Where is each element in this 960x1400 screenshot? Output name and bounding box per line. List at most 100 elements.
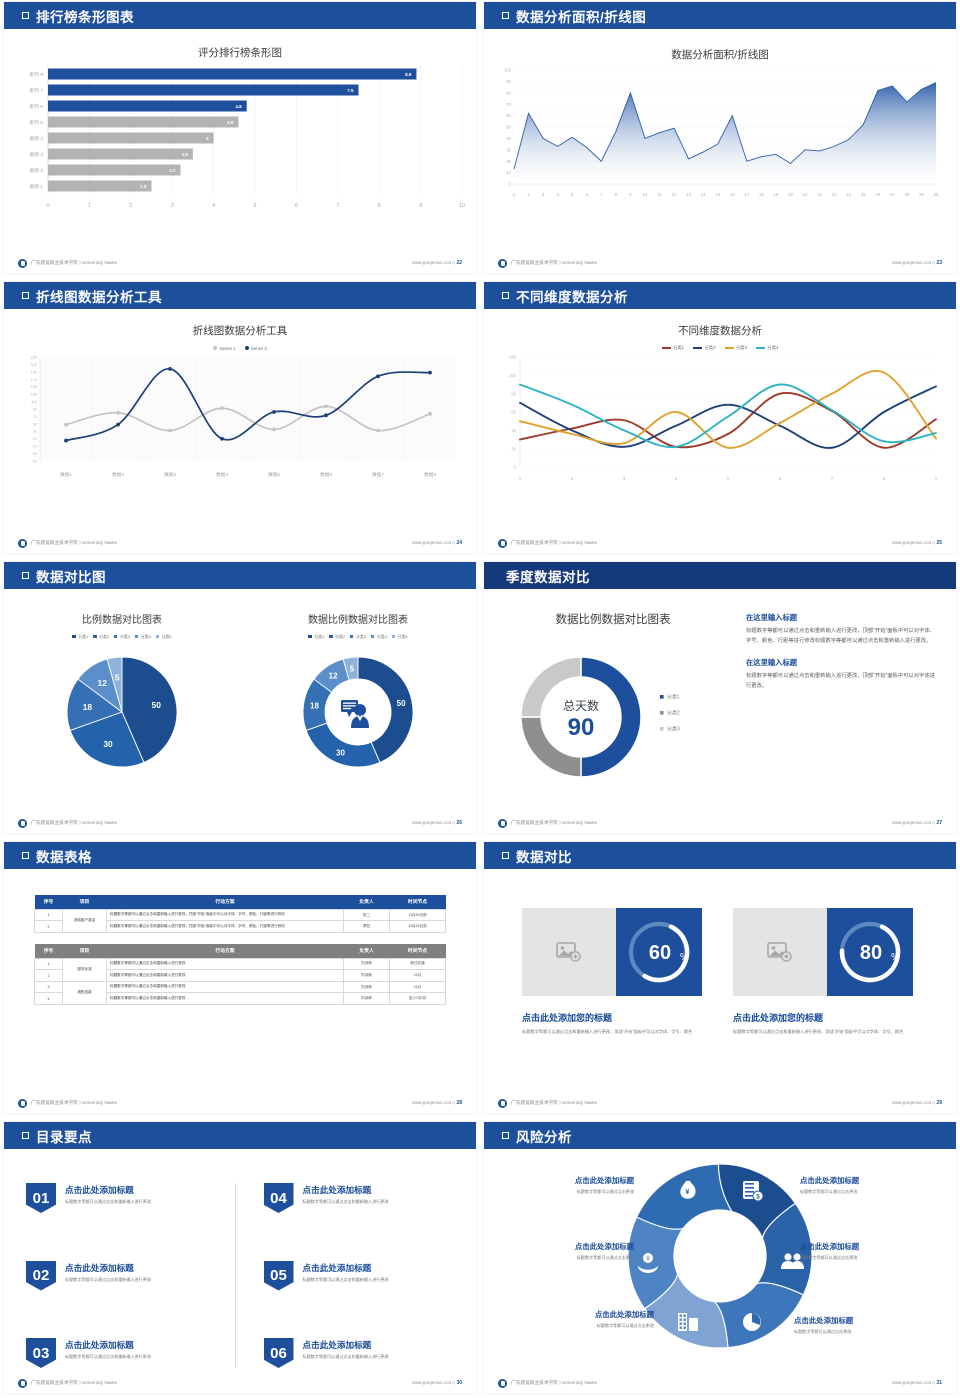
school-logo-icon: [498, 818, 507, 828]
slide-30[interactable]: 目录要点 01 点击此处添加标题 标题数字等都可以通过点击和重新输入进行更改 02 点击…: [0, 1120, 480, 1400]
catalog-item[interactable]: 01 点击此处添加标题 标题数字等都可以通过点击和重新输入进行更改: [26, 1183, 217, 1213]
catalog-item[interactable]: 05 点击此处添加标题 标题数字等都可以通过点击和重新输入进行更改: [263, 1260, 455, 1291]
table-row[interactable]: 4 标题数字等都可以通过点击和重新输入进行更改 内训师 至少1次/月: [34, 992, 446, 1005]
section-body: 标题数字等都可以通过点击和重新输入进行更改，顶部“开始”面板中可以对字体、字号、…: [746, 628, 935, 645]
percent-ring: 60 %: [616, 908, 702, 996]
slide-23[interactable]: 数据分析面积/折线图 数据分析面积/折线图 0 10 20 30 40 50 60 70 80 9…: [480, 0, 960, 280]
slide-footer: 广东建设职业技术学院 | University Name www.pptgeni…: [484, 816, 956, 830]
page-number: 29: [936, 1100, 942, 1106]
slide-22[interactable]: 排行榜条形图表 评分排行榜条形图 8.9 7.5 4.8 4.6 4 3.5 3.2 2.5 …: [0, 0, 480, 280]
slide-body: 评分排行榜条形图 8.9 7.5 4.8 4.6 4 3.5 3.2 2.5 系列 8 系列 7…: [4, 29, 476, 274]
slide-25[interactable]: 不同维度数据分析 不同维度数据分析 分类1 分类2 分类3 分类4 0 20 40 6…: [480, 280, 960, 560]
slide-footer: 广东建设职业技术学院 | University Name www.pptgeni…: [4, 1376, 476, 1390]
legend-item[interactable]: 分类1: [661, 345, 684, 351]
svg-text:数据2: 数据2: [112, 471, 124, 478]
risk-label[interactable]: 点击此处添加标题 标题数字等都可以通过点击更改: [800, 1175, 940, 1195]
legend-item[interactable]: 分类2: [93, 634, 109, 640]
risk-label[interactable]: 点击此处添加标题 标题数字等都可以通过点击更改: [800, 1241, 950, 1261]
svg-text:22: 22: [817, 192, 822, 197]
catalog-number-badge: 01: [26, 1183, 56, 1213]
slide-header: 不同维度数据分析: [484, 282, 956, 309]
page-number: 26: [456, 820, 462, 826]
svg-text:3.5: 3.5: [182, 152, 189, 157]
donut-chart: 总天数 90 分类1 分类2 分类3: [520, 656, 680, 778]
compare-card[interactable]: 60 % 点击此处添加您的标题 标题数字等都可以通过点击和重新输入进行更改，顶部…: [522, 908, 707, 1036]
footer-site: www.pptgenius.com: [891, 260, 933, 265]
legend-item[interactable]: 分类4: [134, 634, 151, 640]
table-row[interactable]: 1 深耕客户激活 标题数字等都可以通过点击和重新输入进行更改，顶部“开始”面板中可以…: [34, 908, 446, 933]
school-logo-icon: [498, 1378, 507, 1388]
catalog-item[interactable]: 02 点击此处添加标题 标题数字等都可以通过点击和重新输入进行更改: [26, 1260, 217, 1291]
slide-header: 数据对比图: [4, 562, 476, 589]
slide-26[interactable]: 数据对比图 比例数据对比图表 分类1 分类2 分类3 分类4 分类5 50 30 18 12 5…: [0, 560, 480, 840]
legend-item[interactable]: 分类1: [72, 634, 88, 640]
slide-body: 不同维度数据分析 分类1 分类2 分类3 分类4 0 20 40 60 80 100 120…: [484, 309, 956, 554]
slide-31[interactable]: 风险分析 ¥ $ ¥ 点击此处添加标题 标题数字等都可以通过点击更改 点击此处添加标…: [480, 1120, 960, 1400]
chart-title: 不同维度数据分析: [678, 325, 762, 337]
table-cell: 内训师: [343, 969, 390, 982]
slide-body: 数据分析面积/折线图 0 10 20 30 40 50 60 70 80 90 100 1 2 3 4 5 6 7…: [484, 29, 956, 274]
svg-text:$: $: [756, 1194, 760, 1200]
image-placeholder[interactable]: [733, 908, 827, 996]
risk-label[interactable]: 点击此处添加标题 标题数字等都可以通过点击更改: [502, 1175, 634, 1195]
legend-item[interactable]: 分类2: [693, 345, 716, 351]
footer-org: 广东建设职业技术学院 | University Name: [511, 1380, 598, 1385]
svg-text:21: 21: [803, 192, 808, 197]
slide-header: 折线图数据分析工具: [4, 282, 476, 309]
slide-28[interactable]: 数据表格 序号 项目 行动方案 负责人 时间节点 1 深耕客户激活 标题数字等都可以通过点击和…: [0, 840, 480, 1120]
risk-title: 点击此处添加标题: [794, 1316, 854, 1325]
data-table-gray[interactable]: 序号 项目 行动方案 负责人 时间节点 1 服务标准 标题数字等都可以通过点击和重新输入进行更…: [34, 943, 446, 1005]
catalog-column-right: 04 点击此处添加标题 标题数字等都可以通过点击和重新输入进行更改 05 点击此处添加标…: [236, 1183, 455, 1368]
slide-title: 季度数据对比: [506, 569, 590, 585]
slide-27[interactable]: 季度数据对比 数据比例数据对比图表 总天数 90 分类1 分类2 分类3 在这里输入…: [480, 560, 960, 840]
legend-item[interactable]: Series 2: [244, 346, 267, 351]
image-placeholder[interactable]: [522, 908, 616, 996]
svg-text:1: 1: [88, 203, 91, 209]
svg-text:类别 3: 类别 3: [29, 151, 43, 158]
legend-item[interactable]: 分类2: [329, 634, 345, 640]
chart-title: 数据比例数据对比图表: [308, 615, 408, 626]
add-image-icon: [556, 942, 581, 962]
table-cell: 2: [34, 920, 63, 933]
svg-text:数据3: 数据3: [164, 471, 176, 478]
table-row[interactable]: 2 标题数字等都可以通过点击和重新输入进行更改 内训师 11月: [34, 969, 446, 982]
legend-item[interactable]: 分类5: [155, 634, 172, 640]
legend-item[interactable]: 分类3: [724, 345, 747, 351]
legend-item[interactable]: 分类3: [350, 634, 366, 640]
table-row[interactable]: 2 标题数字等都可以通过点击和重新输入进行更改，顶部“开始”面板中可以对字体、字号…: [34, 920, 446, 933]
svg-text:170: 170: [31, 378, 37, 382]
svg-text:18: 18: [310, 701, 319, 710]
data-table-blue[interactable]: 序号 项目 行动方案 负责人 时间节点 1 深耕客户激活 标题数字等都可以通过点击和重新输入进…: [34, 895, 446, 933]
risk-label[interactable]: 点击此处添加标题 标题数字等都可以通过点击更改: [794, 1315, 940, 1335]
table-cell: 标题数字等都可以通过点击和重新输入进行更改，顶部“开始”面板中可以对字体、字号、…: [106, 920, 344, 933]
table-cell: 1: [34, 957, 63, 971]
legend-item[interactable]: 分类4: [370, 634, 387, 640]
slide-footer: 广东建设职业技术学院 | University Name www.pptgeni…: [4, 1096, 476, 1110]
square-icon: [502, 12, 509, 19]
footer-org: 广东建设职业技术学院 | University Name: [511, 1100, 598, 1105]
catalog-item[interactable]: 04 点击此处添加标题 标题数字等都可以通过点击和重新输入进行更改: [263, 1183, 455, 1213]
chart-legend: 分类1 分类2 分类3 分类4 分类5: [4, 634, 240, 640]
square-icon: [502, 292, 509, 299]
catalog-item[interactable]: 06 点击此处添加标题 标题数字等都可以通过点击和重新输入进行更改: [263, 1338, 455, 1368]
risk-label[interactable]: 点击此处添加标题 标题数字等都可以通过点击更改: [490, 1241, 634, 1261]
slide-24[interactable]: 折线图数据分析工具 折线图数据分析工具 Series 1 Series 2 -5…: [0, 280, 480, 560]
legend-item[interactable]: 分类5: [391, 634, 408, 640]
svg-text:4: 4: [556, 192, 559, 197]
slide-body: ¥ $ ¥ 点击此处添加标题 标题数字等都可以通过点击更改 点击此处添加标题 标题数…: [484, 1149, 956, 1394]
svg-text:30: 30: [506, 147, 511, 152]
legend-item[interactable]: 分类3: [114, 634, 130, 640]
table-row[interactable]: 1 服务标准 标题数字等都可以通过点击和重新输入进行更改 内训师 即日实施: [34, 957, 446, 982]
percent-unit: %: [680, 952, 689, 963]
legend-item[interactable]: Series 1: [213, 346, 236, 351]
square-icon: [22, 852, 29, 859]
legend-item[interactable]: 分类4: [755, 345, 778, 351]
compare-card[interactable]: 80 % 点击此处添加您的标题 标题数字等都可以通过点击和重新输入进行更改，顶部…: [733, 908, 918, 1036]
table-row[interactable]: 3 销售技能 标题数字等都可以通过点击和重新输入进行更改 内训师 11月: [34, 980, 446, 1005]
pie-chart: 50 30 18 12 5: [66, 656, 178, 768]
slide-29[interactable]: 数据对比: [480, 840, 960, 1120]
risk-label[interactable]: 点击此处添加标题 标题数字等都可以通过点击更改: [508, 1309, 654, 1329]
svg-text:30: 30: [33, 430, 37, 434]
catalog-item[interactable]: 03 点击此处添加标题 标题数字等都可以通过点击和重新输入进行更改: [26, 1338, 217, 1368]
legend-item[interactable]: 分类1: [308, 634, 324, 640]
